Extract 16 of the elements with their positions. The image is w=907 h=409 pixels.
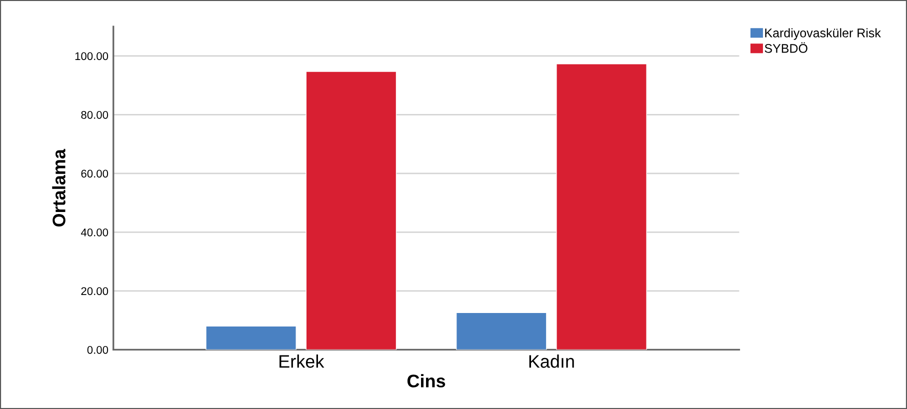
- bar: [306, 71, 397, 350]
- y-tick-label: 80.00: [81, 110, 108, 119]
- y-tick-label: 60.00: [81, 170, 108, 178]
- x-axis-title: Cins: [407, 374, 446, 388]
- y-tick-label: 0.00: [87, 346, 108, 354]
- legend-label: SYBDÖ: [764, 42, 808, 53]
- bar: [206, 326, 296, 350]
- x-tick-label: Erkek: [280, 354, 324, 368]
- bar: [456, 312, 547, 350]
- y-tick-label: 40.00: [80, 228, 108, 236]
- y-tick-label: 100.00: [75, 52, 108, 60]
- y-axis-title: Ortalama: [52, 148, 66, 227]
- legend-label: Kardiyovasküler Risk: [765, 28, 881, 40]
- x-tick-label: Kadın: [529, 354, 574, 368]
- bar: [556, 64, 647, 350]
- y-tick-label: 20.00: [81, 287, 108, 296]
